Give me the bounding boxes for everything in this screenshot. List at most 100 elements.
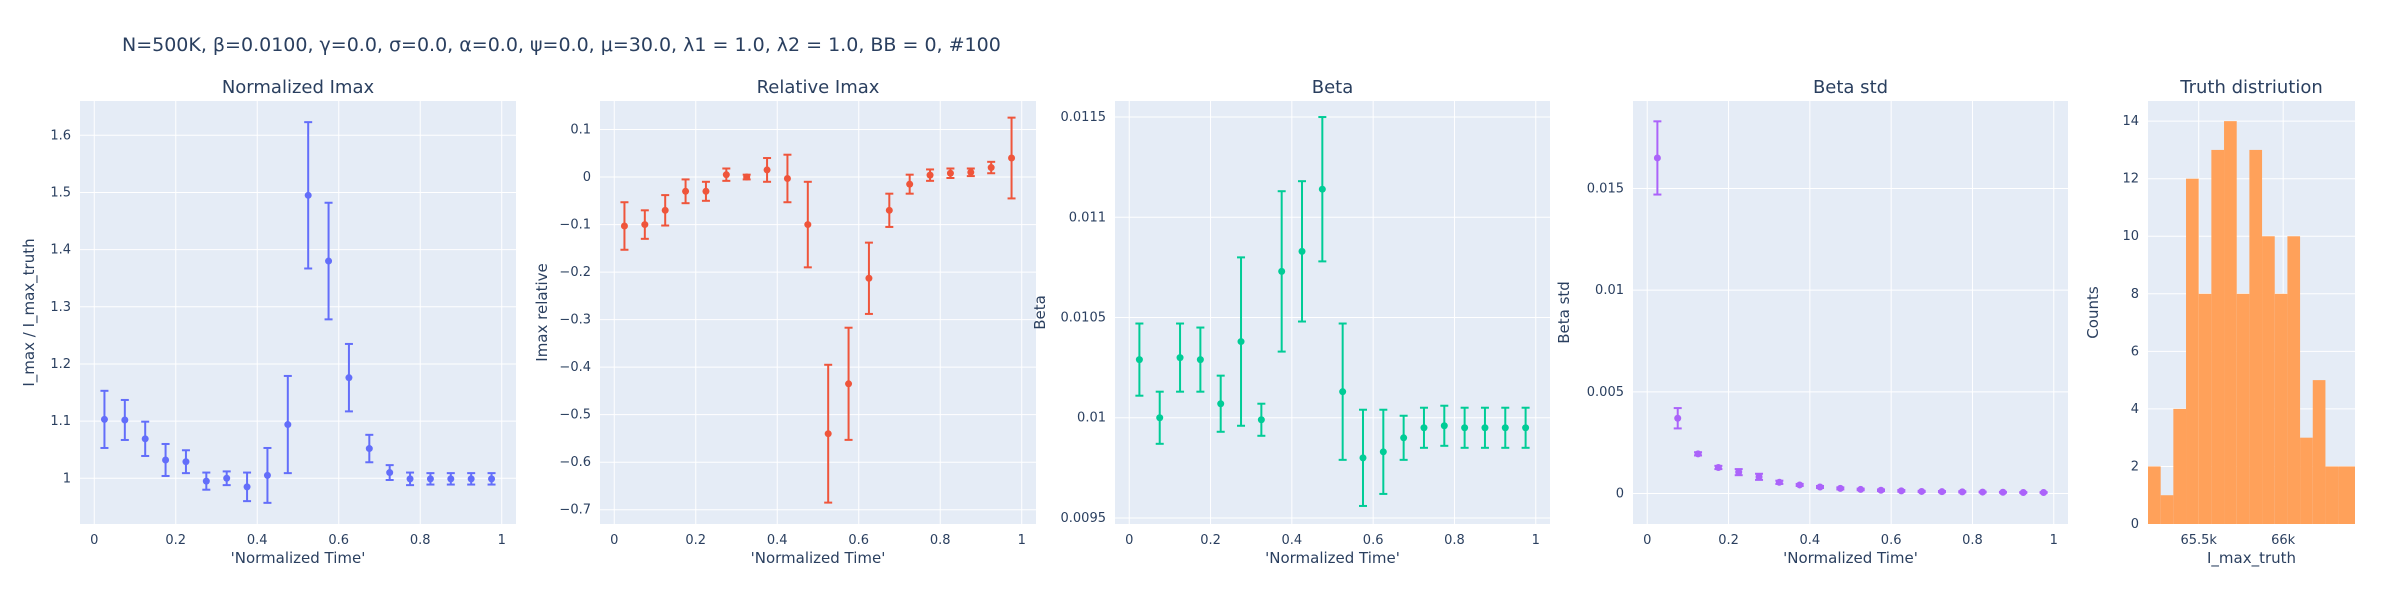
data-point [722,171,730,179]
data-point [141,435,149,443]
chart-panel-1: 0 0.2 0.4 0.6 0.8 1 1 1.1 1.2 1.3 1.4 1.5 1.6 Normali… [20,77,516,567]
histogram-bar [2211,149,2225,524]
data-point [967,168,975,176]
x-tick-label: 0 [610,533,618,548]
data-point [1237,338,1245,346]
x-tick-label: 0.6 [1363,533,1384,548]
data-point [1196,356,1204,364]
x-tick-label: 0.8 [930,533,951,548]
y-tick-label: 14 [2122,114,2139,129]
x-tick-label: 0.4 [767,533,788,548]
plot-area [1115,101,1550,524]
data-point [1714,463,1722,471]
y-tick-label: 0 [1616,486,1624,501]
histogram-bar [2262,236,2275,524]
y-tick-label: 0.0115 [1061,110,1107,125]
histogram-bar [2338,466,2355,524]
data-point [202,477,210,485]
data-point [2040,488,2048,496]
histogram-bar [2186,178,2199,524]
histogram-bar [2148,466,2161,524]
data-point [284,421,292,429]
data-point [1816,483,1824,491]
y-tick-label: 0.005 [1587,385,1624,400]
y-tick-label: 0 [583,170,591,185]
y-tick-label: 1.1 [50,414,71,429]
data-point [1318,185,1326,193]
chart-title: Relative Imax [757,77,880,98]
data-point [1958,488,1966,496]
data-point [1440,422,1448,430]
data-point [1461,424,1469,432]
data-point [1674,414,1682,422]
chart-title: Normalized Imax [222,77,375,98]
y-tick-label: 1.3 [50,300,71,315]
histogram-bar [2249,149,2263,524]
data-point [263,471,271,479]
x-axis-label: 'Normalized Time' [751,549,886,567]
x-tick-label: 0 [1643,533,1651,548]
x-axis-label: 'Normalized Time' [231,549,366,567]
y-tick-label: −0.6 [559,455,591,470]
data-point [100,415,108,423]
x-tick-label: 0.2 [1200,533,1221,548]
y-tick-label: −0.5 [559,408,591,423]
chart-panel-4: 0 0.2 0.4 0.6 0.8 1 0 0.005 0.01 0.015 Beta std 'No… [1555,77,2068,567]
y-tick-label: −0.7 [559,503,591,518]
x-tick-label: 0.4 [247,533,268,548]
data-point [406,475,414,483]
data-point [1877,486,1885,494]
plot-area [1633,101,2068,524]
data-point [946,169,954,177]
y-tick-label: 2 [2131,459,2139,474]
y-tick-label: 0.01 [1077,411,1106,426]
data-point [1653,154,1661,162]
x-tick-label: 1 [2050,533,2058,548]
data-point [885,206,893,214]
data-point [661,206,669,214]
data-point [845,380,853,388]
data-point [1135,356,1143,364]
y-tick-label: 1.5 [50,185,71,200]
data-point [304,191,312,199]
y-tick-label: −0.4 [559,360,591,375]
histogram-bar [2236,293,2250,524]
x-tick-label: 0.2 [165,533,186,548]
y-axis-label: Imax relative [533,263,551,361]
data-point [1999,488,2007,496]
data-point [1857,485,1865,493]
data-point [1257,416,1265,424]
y-tick-label: 1 [63,471,71,486]
data-point [926,171,934,179]
data-point [824,430,832,438]
x-tick-label: 65.5k [2180,533,2217,548]
data-point [2019,488,2027,496]
data-point [182,458,190,466]
x-tick-label: 0.6 [1881,533,1902,548]
y-tick-label: 8 [2131,287,2139,302]
data-point [1278,267,1286,275]
y-tick-label: 0.015 [1587,181,1624,196]
y-tick-label: −0.3 [559,313,591,328]
data-point [1522,424,1530,432]
x-axis-label: I_max_truth [2207,549,2296,568]
y-tick-label: 0.011 [1069,210,1106,225]
data-point [162,456,170,464]
y-tick-label: 0.0095 [1061,511,1107,526]
y-tick-label: −0.2 [559,265,591,280]
data-point [906,180,914,188]
y-tick-label: 6 [2131,344,2139,359]
y-tick-label: 0.0105 [1061,311,1107,326]
x-axis-label: 'Normalized Time' [1265,549,1400,567]
y-tick-label: 4 [2131,402,2139,417]
data-point [243,483,251,491]
data-point [783,174,791,182]
x-tick-label: 0.8 [1444,533,1465,548]
data-point [1298,247,1306,255]
data-point [121,416,129,424]
x-axis-label: 'Normalized Time' [1783,549,1918,567]
x-tick-label: 0 [90,533,98,548]
y-tick-label: 1.2 [50,357,71,372]
x-tick-label: 0.6 [328,533,349,548]
